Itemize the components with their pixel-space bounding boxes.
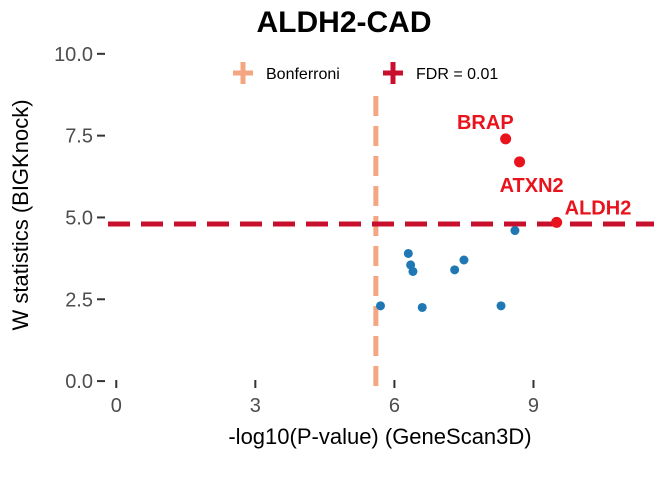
y-tick-label: 5.0 xyxy=(65,207,93,229)
y-axis-label: W statistics (BIGKnock) xyxy=(8,99,33,330)
chart-title: ALDH2-CAD xyxy=(257,6,432,39)
data-point xyxy=(450,265,460,275)
data-point-brap xyxy=(500,133,512,145)
data-point xyxy=(459,255,469,265)
legend-label-bonferroni: Bonferroni xyxy=(266,66,340,83)
x-axis-label: -log10(P-value) (GeneScan3D) xyxy=(228,424,531,449)
x-tick-label: 0 xyxy=(111,395,122,417)
data-point xyxy=(376,301,385,311)
point-label-brap: BRAP xyxy=(457,112,514,134)
data-point-atxn2 xyxy=(514,156,526,168)
data-point xyxy=(408,266,418,276)
data-point xyxy=(496,301,506,311)
y-axis: 0.0 2.5 5.0 7.5 10.0 xyxy=(54,44,105,393)
point-label-atxn2: ATXN2 xyxy=(500,175,564,197)
data-point-aldh2 xyxy=(551,216,563,228)
legend-label-fdr: FDR = 0.01 xyxy=(416,66,498,83)
data-points xyxy=(376,133,563,312)
point-label-aldh2: ALDH2 xyxy=(565,197,632,219)
y-tick-label: 7.5 xyxy=(65,126,93,148)
x-tick-label: 3 xyxy=(250,395,261,417)
data-point xyxy=(510,226,520,236)
reference-lines xyxy=(108,96,654,386)
y-tick-label: 2.5 xyxy=(65,289,93,311)
y-tick-label: 0.0 xyxy=(65,371,93,393)
data-point xyxy=(403,248,413,258)
x-tick-label: 6 xyxy=(389,395,400,417)
y-tick-label: 10.0 xyxy=(54,44,93,66)
data-point xyxy=(417,302,427,312)
legend: Bonferroni FDR = 0.01 xyxy=(233,62,498,84)
x-tick-label: 9 xyxy=(528,395,539,417)
x-axis: 0 3 6 9 xyxy=(111,380,539,417)
